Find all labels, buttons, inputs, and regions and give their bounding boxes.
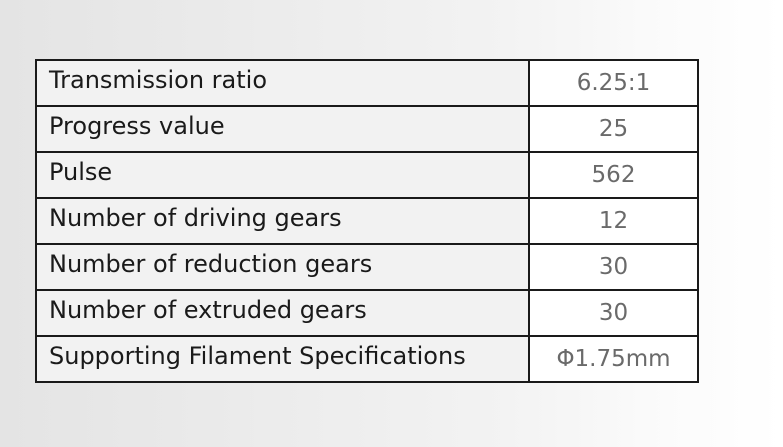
spec-value: 562 (528, 151, 699, 199)
table-row: Progress value 25 (35, 105, 699, 153)
spec-label: Pulse (35, 151, 530, 199)
table-row: Number of reduction gears 30 (35, 243, 699, 291)
spec-label: Transmission ratio (35, 59, 530, 107)
spec-value: 6.25:1 (528, 59, 699, 107)
spec-value: Φ1.75mm (528, 335, 699, 383)
table-row: Supporting Filament Specifications Φ1.75… (35, 335, 699, 383)
table-row: Number of extruded gears 30 (35, 289, 699, 337)
spec-value: 30 (528, 243, 699, 291)
spec-label: Number of driving gears (35, 197, 530, 245)
spec-value: 30 (528, 289, 699, 337)
spec-label: Supporting Filament Specifications (35, 335, 530, 383)
spec-value: 25 (528, 105, 699, 153)
spec-value: 12 (528, 197, 699, 245)
table-row: Pulse 562 (35, 151, 699, 199)
table-row: Transmission ratio 6.25:1 (35, 59, 699, 107)
spec-table: Transmission ratio 6.25:1 Progress value… (35, 59, 699, 383)
spec-label: Number of extruded gears (35, 289, 530, 337)
spec-label: Number of reduction gears (35, 243, 530, 291)
table-row: Number of driving gears 12 (35, 197, 699, 245)
spec-label: Progress value (35, 105, 530, 153)
